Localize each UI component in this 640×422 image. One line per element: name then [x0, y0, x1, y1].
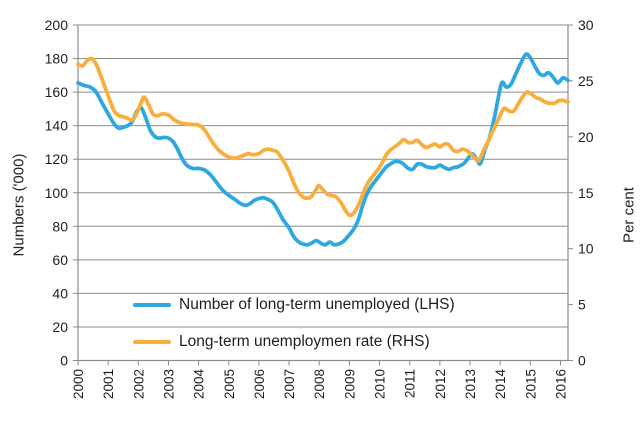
- y-right-tick-label: 10: [578, 241, 594, 257]
- y-left-tick-label: 100: [45, 185, 69, 201]
- y-right-tick-label: 30: [578, 17, 594, 33]
- y-left-tick-label: 0: [60, 353, 68, 369]
- y-left-tick-label: 120: [45, 151, 69, 167]
- tick-labels-group: 0204060801001201401601802000510152025302…: [45, 17, 594, 399]
- x-axis-tick-label: 2011: [403, 369, 418, 398]
- y-right-tick-label: 20: [578, 129, 594, 145]
- y-left-tick-label: 160: [45, 84, 69, 100]
- x-axis-tick-label: 2012: [433, 369, 448, 399]
- series-line-unemployment-rate: [76, 56, 570, 218]
- legend-line-blue: [133, 302, 171, 308]
- x-axis-tick-label: 2004: [192, 369, 207, 400]
- y-axis-left-title: Numbers ('000): [10, 153, 28, 257]
- legend-label-rhs: Long-term unemploymen rate (RHS): [179, 333, 430, 350]
- y-right-tick-label: 0: [578, 353, 586, 369]
- y-axis-right-title: Per cent: [620, 187, 638, 243]
- legend-item-unemployed-number: Number of long-term unemployed (LHS): [133, 293, 455, 317]
- y-left-tick-label: 140: [45, 118, 69, 134]
- x-axis-tick-label: 2007: [282, 369, 297, 399]
- gridlines-group: [78, 24, 568, 361]
- legend-line-orange: [133, 339, 171, 345]
- legend-item-unemployment-rate: Long-term unemploymen rate (RHS): [133, 330, 455, 354]
- legend-label-lhs: Number of long-term unemployed (LHS): [179, 296, 455, 313]
- series-lines-group: [76, 52, 570, 247]
- x-axis-tick-label: 2001: [101, 369, 116, 399]
- y-left-tick-label: 40: [52, 285, 68, 301]
- x-axis-tick-label: 2009: [342, 369, 357, 399]
- x-axis-tick-label: 2006: [252, 369, 267, 399]
- x-axis-tick-label: 2002: [131, 369, 146, 399]
- y-right-tick-label: 5: [578, 297, 586, 313]
- x-axis-tick-label: 2003: [161, 369, 176, 399]
- x-axis-tick-label: 2014: [493, 369, 508, 400]
- y-right-tick-label: 25: [578, 73, 594, 89]
- series-line-unemployed-number: [76, 52, 570, 247]
- x-axis-tick-label: 2005: [222, 369, 237, 399]
- y-right-tick-label: 15: [578, 185, 594, 201]
- legend: Number of long-term unemployed (LHS) Lon…: [133, 293, 455, 354]
- y-left-tick-label: 20: [52, 319, 68, 335]
- y-left-tick-label: 60: [52, 252, 68, 268]
- x-axis-tick-label: 2000: [71, 369, 86, 399]
- x-axis-tick-label: 2016: [553, 369, 568, 399]
- x-axis-tick-label: 2013: [463, 369, 478, 399]
- x-axis-tick-label: 2010: [373, 369, 388, 399]
- tick-marks-group: [73, 24, 573, 366]
- y-left-tick-label: 80: [52, 218, 68, 234]
- y-left-tick-label: 180: [45, 51, 69, 67]
- x-axis-tick-label: 2008: [312, 369, 327, 399]
- y-left-tick-label: 200: [45, 17, 69, 33]
- x-axis-tick-label: 2015: [523, 369, 538, 399]
